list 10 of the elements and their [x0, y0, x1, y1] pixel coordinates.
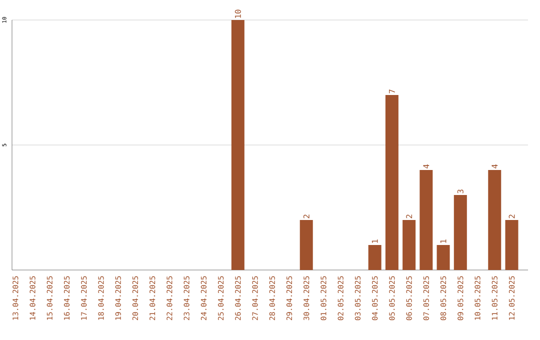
bar	[368, 245, 382, 270]
bar	[505, 220, 518, 270]
bar	[436, 245, 450, 270]
bar	[402, 220, 416, 270]
bar	[385, 95, 398, 270]
bar	[420, 170, 433, 270]
bar	[231, 20, 244, 270]
bar	[300, 220, 313, 270]
bar	[454, 195, 467, 270]
bar	[488, 170, 502, 270]
